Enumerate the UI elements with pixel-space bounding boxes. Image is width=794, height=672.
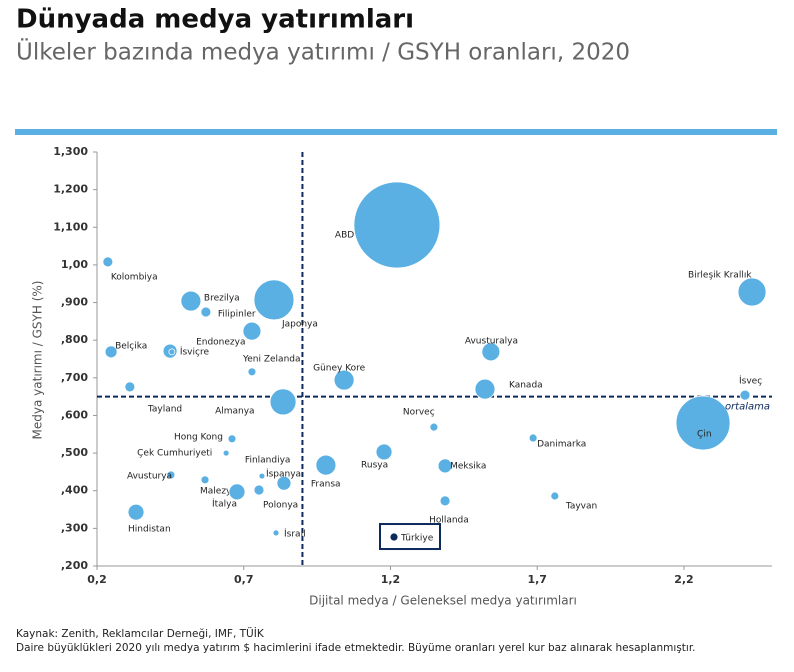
bubble	[272, 529, 280, 537]
bubble	[437, 458, 453, 474]
header-rule	[15, 129, 777, 135]
point-label: Brezilya	[204, 294, 240, 304]
highlight-box	[379, 523, 441, 551]
point-label: ABD	[335, 231, 354, 241]
bubble	[258, 472, 266, 480]
bubble	[200, 475, 210, 485]
bubble	[253, 484, 265, 496]
y-tick-label: 1,200	[53, 183, 88, 196]
point-label: Japonya	[281, 319, 318, 329]
point-label: Çin	[697, 429, 712, 439]
point-label: Avusturalya	[465, 336, 518, 346]
point-label: İspanya	[266, 469, 301, 480]
point-label: Hindistan	[128, 525, 171, 535]
point-label: Almanya	[215, 406, 255, 416]
bubble	[228, 483, 246, 501]
bubble	[242, 321, 262, 341]
x-tick-label: 1,7	[527, 573, 547, 586]
bubble	[550, 491, 560, 501]
point-label: Hollanda	[429, 515, 469, 525]
bubble	[333, 369, 355, 391]
y-tick-label: ,800	[61, 333, 88, 346]
y-tick-label: ,600	[61, 408, 88, 421]
bubble	[353, 181, 441, 269]
bubble	[222, 449, 230, 457]
y-tick-label: ,500	[61, 446, 88, 459]
point-label: Güney Kore	[313, 364, 366, 374]
point-label: İtalya	[212, 498, 237, 509]
point-label: Norveç	[403, 408, 435, 418]
x-axis-title: Dijital medya / Geleneksel medya yatırım…	[309, 594, 577, 608]
bubble	[200, 306, 212, 318]
point-label: Polonya	[263, 500, 298, 510]
bubble	[102, 256, 114, 268]
x-tick-label: 0,2	[87, 573, 107, 586]
bubble	[247, 367, 257, 377]
point-label: Fransa	[311, 480, 341, 490]
y-tick-label: ,400	[61, 484, 88, 497]
x-tick-label: 2,2	[674, 573, 694, 586]
bubble	[389, 532, 399, 542]
source-note: Kaynak: Zenith, Reklamcılar Derneği, IMF…	[16, 627, 265, 640]
point-label: Danimarka	[537, 440, 586, 450]
bubble	[127, 503, 145, 521]
bubble	[439, 495, 451, 507]
x-tick-label: 0,7	[234, 573, 254, 586]
y-tick-label: 1,00	[61, 258, 88, 271]
point-label: Rusya	[361, 460, 388, 470]
point-label: Yeni Zelanda	[242, 354, 301, 364]
point-label: İsrail	[284, 528, 306, 539]
bubble	[124, 381, 136, 393]
size-note: Daire büyüklükleri 2020 yılı medya yatır…	[16, 642, 696, 654]
chart-title: Dünyada medya yatırımları	[16, 5, 414, 35]
bubble	[429, 422, 439, 432]
y-axis-title: Medya yatırımı / GSYH (%)	[31, 281, 45, 440]
bubble	[474, 378, 496, 400]
point-label: Avusturya	[127, 471, 172, 481]
point-label: İsviçre	[180, 346, 210, 357]
bubble	[104, 345, 118, 359]
bubble	[675, 395, 731, 451]
bubble	[269, 388, 297, 416]
bubble	[737, 277, 767, 307]
point-label: Filipinler	[218, 309, 256, 319]
bubble	[481, 342, 501, 362]
point-label: Kanada	[509, 381, 543, 391]
y-tick-label: ,200	[61, 559, 88, 572]
point-label: Tayvan	[565, 501, 597, 511]
point-label: Hong Kong	[174, 432, 223, 442]
point-label: Endonezya	[196, 338, 245, 348]
bubble	[227, 434, 237, 444]
bubble	[253, 279, 295, 321]
bubble	[180, 290, 202, 312]
mean-label: ortalama	[725, 402, 770, 413]
point-label: Kolombiya	[111, 272, 158, 282]
bubble	[168, 348, 176, 356]
bubble	[528, 433, 538, 443]
point-label: Türkiye	[400, 534, 434, 544]
chart-subtitle: Ülkeler bazında medya yatırımı / GSYH or…	[16, 38, 630, 66]
y-tick-label: ,900	[61, 296, 88, 309]
y-tick-label: ,700	[61, 371, 88, 384]
point-label: Birleşik Krallık	[688, 271, 752, 281]
point-label: İsveç	[739, 376, 762, 387]
y-tick-label: ,300	[61, 521, 88, 534]
x-tick-label: 1,2	[381, 573, 401, 586]
y-tick-label: 1,100	[53, 220, 88, 233]
bubble	[166, 470, 176, 480]
y-tick-label: 1,300	[53, 145, 88, 158]
point-label: Finlandiya	[245, 456, 291, 466]
point-label: Tayland	[147, 404, 182, 414]
bubble	[375, 443, 393, 461]
bubble	[315, 454, 337, 476]
point-label: Meksika	[450, 461, 486, 471]
point-label: Belçika	[115, 341, 147, 351]
point-label: Malezya	[200, 486, 237, 496]
bubble	[739, 389, 751, 401]
bubble	[276, 475, 292, 491]
point-label: Çek Cumhuriyeti	[137, 449, 212, 459]
